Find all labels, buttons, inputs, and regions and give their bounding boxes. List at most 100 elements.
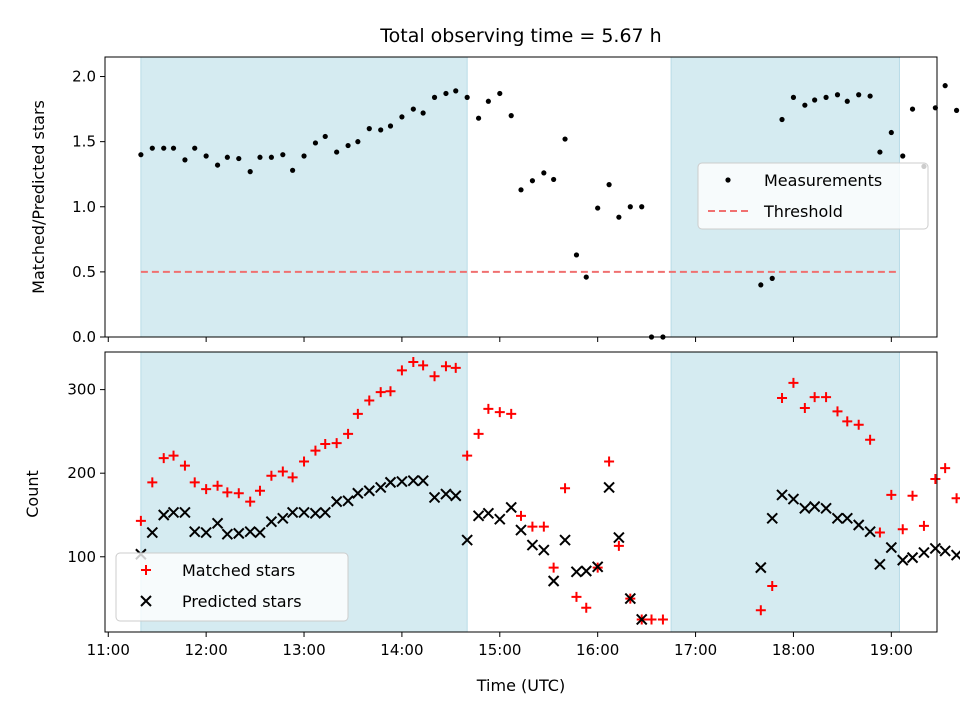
measurement-point [290, 167, 296, 173]
x-tick-label: 13:00 [282, 641, 325, 659]
top-y-axis-label: Matched/Predicted stars [29, 100, 48, 294]
matched-star-point [646, 614, 657, 625]
measurement-point [485, 98, 491, 104]
predicted-star-point [363, 485, 375, 497]
predicted-star-point [396, 475, 408, 488]
matched-star-point [320, 438, 331, 449]
measurement-point [410, 106, 416, 112]
measurement-point [443, 90, 449, 97]
predicted-star-point [820, 502, 832, 515]
y-tick-label: 1.0 [72, 198, 96, 216]
matched-star-point [548, 562, 559, 573]
measurement-point [497, 90, 503, 97]
measurement-point [268, 154, 274, 160]
measurement-point [844, 98, 850, 104]
predicted-star-point [939, 545, 951, 557]
matched-star-point [331, 438, 342, 449]
matched-star-point [418, 360, 429, 371]
measurement-point [823, 94, 829, 100]
matched-star-point [809, 392, 820, 403]
measurement-point [518, 187, 524, 193]
matched-star-point [951, 493, 960, 504]
matched-star-point [473, 428, 484, 439]
plot-frame [104, 56, 938, 338]
measurement-point [812, 97, 818, 103]
y-tick-label: 100 [67, 548, 96, 566]
predicted-star-point [482, 507, 495, 520]
matched-star-point [287, 472, 298, 483]
y-tick-label: 0.0 [72, 328, 96, 346]
predicted-star-point [559, 534, 571, 546]
x-tick-label: 18:00 [772, 641, 815, 659]
predicted-star-point [841, 512, 853, 525]
predicted-star-point [221, 528, 234, 540]
measurement-point [541, 170, 547, 176]
matched-star-point [450, 362, 461, 373]
predicted-star-point [613, 531, 625, 544]
matched-star-point [254, 485, 265, 496]
matched-star-point [560, 483, 571, 494]
x-tick-label: 19:00 [870, 641, 913, 659]
measurement-point [779, 116, 785, 123]
legend-entry: Measurements [764, 171, 882, 190]
measurement-point [856, 92, 862, 98]
x-tick-label: 16:00 [576, 641, 619, 659]
x-tick-label: 17:00 [674, 641, 717, 659]
matched-star-point [462, 450, 473, 461]
measurement-point [280, 152, 286, 158]
measurement-point [301, 153, 307, 159]
legend-measurement-swatch [725, 177, 731, 183]
matched-star-point [494, 407, 505, 418]
legend-entry: Threshold [763, 202, 843, 221]
matched-star-point [299, 456, 310, 467]
matched-star-point [865, 434, 876, 445]
predicted-star-point [298, 506, 310, 519]
matched-star-point [408, 357, 419, 368]
legend-box [115, 552, 349, 622]
matched-star-point [657, 614, 668, 625]
measurement-point [562, 136, 568, 142]
predicted-star-point [494, 513, 506, 525]
measurement-point [583, 274, 589, 280]
predicted-star-point [808, 500, 821, 513]
matched-star-point [581, 602, 592, 613]
predicted-star-point [950, 549, 960, 561]
predicted-star-point [831, 512, 844, 525]
predicted-star-point [897, 554, 909, 566]
matched-star-point [853, 419, 864, 430]
measurement-point [888, 129, 894, 136]
measurement-point [595, 205, 601, 211]
y-tick-label: 2.0 [72, 68, 96, 86]
measurement-point [867, 93, 873, 99]
predicted-star-point [570, 566, 583, 578]
matched-star-point [777, 392, 788, 403]
predicted-star-point [417, 475, 429, 487]
predicted-star-point [440, 488, 452, 500]
measurement-point [758, 282, 764, 288]
measurement-point [909, 106, 916, 112]
bottom-y-axis-label: Count [23, 470, 42, 518]
measurement-point [312, 140, 319, 146]
matched-star-point [571, 591, 582, 602]
matched-star-point [147, 477, 158, 488]
measurement-point [399, 114, 405, 120]
predicted-star-point [755, 561, 767, 574]
measurement-point [334, 149, 340, 155]
legend-box [697, 162, 929, 230]
measurement-point [551, 176, 557, 183]
predicted-star-point [374, 481, 387, 494]
matched-star-point [516, 510, 526, 521]
measurement-point [366, 126, 372, 132]
measurement-point [802, 102, 808, 108]
measurement-point [182, 157, 188, 163]
predicted-star-point [515, 524, 527, 536]
matched-star-point [755, 605, 766, 616]
measurement-point [247, 169, 253, 175]
measurement-point [453, 88, 459, 94]
predicted-star-point [636, 613, 648, 626]
measurement-point [900, 153, 906, 159]
measurement-point [170, 145, 177, 151]
predicted-star-point [233, 527, 245, 540]
matched-star-point [440, 361, 451, 372]
predicted-star-point [428, 491, 441, 504]
